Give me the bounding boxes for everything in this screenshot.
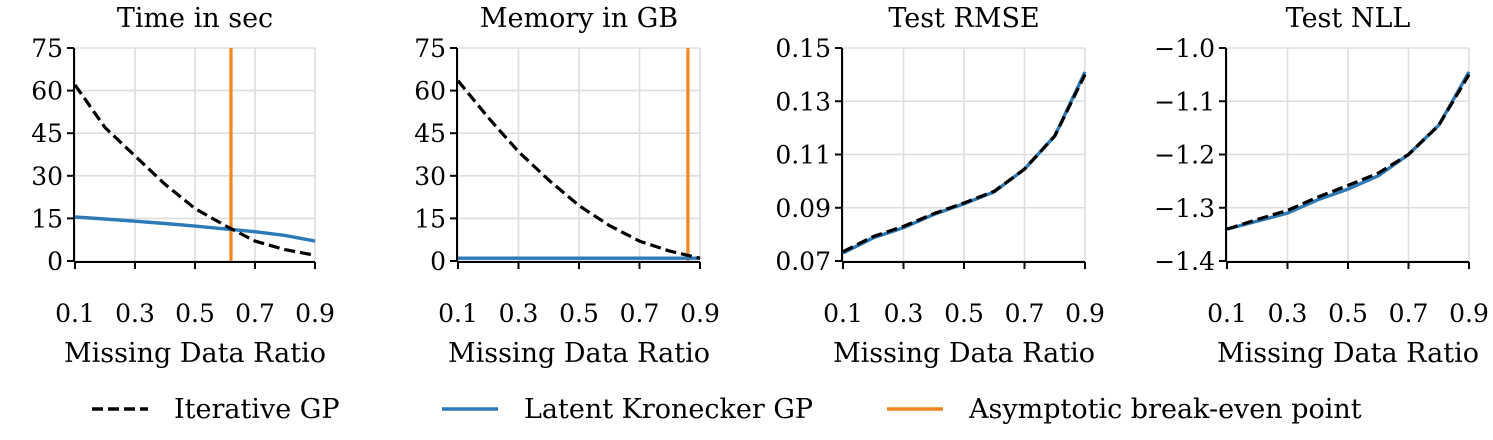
y-tick-label: 30 <box>31 162 63 191</box>
x-tick-label: 0.5 <box>559 299 599 328</box>
legend-item-kronecker: Latent Kronecker GP <box>442 394 813 425</box>
panel-title: Memory in GB <box>480 3 678 34</box>
y-tick-label: 75 <box>31 34 63 63</box>
legend-label: Iterative GP <box>174 394 340 425</box>
x-tick-label: 0.9 <box>295 299 335 328</box>
series-line-kronecker <box>74 215 316 243</box>
series-line-iterative <box>456 79 701 260</box>
panel-2: 0 15 30 45 60 75 0.1 0.3 0.5 0.7 0.9 Memory in GB Mi… <box>414 3 720 369</box>
x-tick-label: 0.9 <box>1065 299 1105 328</box>
y-tick-label: −1.4 <box>1154 247 1215 276</box>
panel-title: Test NLL <box>1286 3 1411 34</box>
y-tick-label: 45 <box>31 119 63 148</box>
panel-title: Time in sec <box>117 3 273 34</box>
x-axis-label: Missing Data Ratio <box>833 338 1095 369</box>
y-tick-label: −1.0 <box>1154 34 1215 63</box>
y-tick-label: 0.07 <box>775 247 831 276</box>
legend-item-breakeven: Asymptotic break-even point <box>887 394 1362 425</box>
y-tick-label: 0 <box>430 247 446 276</box>
x-axis-label: Missing Data Ratio <box>448 338 710 369</box>
y-tick-label: 0.15 <box>775 34 831 63</box>
panel-4: −1.4 −1.3 −1.2 −1.1 −1.0 0.1 0.3 0.5 0.7 0.9 Test … <box>1154 3 1489 369</box>
y-tick-label: 0.11 <box>775 141 831 170</box>
series-line-iterative <box>842 73 1087 254</box>
x-tick-label: 0.7 <box>235 299 275 328</box>
y-tick-label: −1.1 <box>1154 87 1215 116</box>
x-tick-label: 0.5 <box>1328 299 1368 328</box>
x-tick-label: 0.7 <box>620 299 660 328</box>
x-axis-label: Missing Data Ratio <box>1217 338 1479 369</box>
x-tick-label: 0.9 <box>1449 299 1489 328</box>
chart-panels: 0 15 30 45 60 75 0.1 0.3 0.5 0.7 0.9 Time in sec Mis… <box>31 3 1489 369</box>
y-tick-label: 30 <box>414 162 446 191</box>
y-tick-label: 60 <box>414 77 446 106</box>
panel-title: Test RMSE <box>888 3 1039 34</box>
x-tick-label: 0.7 <box>1389 299 1429 328</box>
y-tick-label: 0.13 <box>775 87 831 116</box>
x-tick-label: 0.3 <box>499 299 539 328</box>
y-tick-label: 75 <box>414 34 446 63</box>
y-tick-label: 15 <box>31 204 63 233</box>
series-line-iterative <box>73 83 316 257</box>
y-tick-label: 60 <box>31 77 63 106</box>
legend: Iterative GP Latent Kronecker GP Asymptoti… <box>92 394 1362 425</box>
x-tick-label: 0.9 <box>680 299 720 328</box>
y-tick-label: 0 <box>47 247 63 276</box>
x-axis-label: Missing Data Ratio <box>64 338 326 369</box>
y-tick-label: 15 <box>414 204 446 233</box>
y-tick-label: 45 <box>414 119 446 148</box>
legend-label: Latent Kronecker GP <box>524 394 813 425</box>
panel-1: 0 15 30 45 60 75 0.1 0.3 0.5 0.7 0.9 Time in sec Mis… <box>31 3 335 369</box>
x-tick-label: 0.1 <box>55 299 95 328</box>
x-tick-label: 0.3 <box>1268 299 1308 328</box>
x-tick-label: 0.5 <box>175 299 215 328</box>
panel-3: 0.07 0.09 0.11 0.13 0.15 0.1 0.3 0.5 0.7 0.9 Test … <box>775 3 1105 369</box>
x-tick-label: 0.1 <box>438 299 478 328</box>
series-line-iterative <box>1226 73 1471 231</box>
x-tick-label: 0.3 <box>115 299 155 328</box>
x-tick-label: 0.3 <box>884 299 924 328</box>
x-tick-label: 0.1 <box>1207 299 1247 328</box>
y-tick-label: 0.09 <box>775 194 831 223</box>
x-tick-label: 0.1 <box>823 299 863 328</box>
y-tick-label: −1.2 <box>1154 141 1215 170</box>
legend-label: Asymptotic break-even point <box>968 394 1362 425</box>
y-tick-label: −1.3 <box>1154 194 1215 223</box>
x-tick-label: 0.7 <box>1005 299 1045 328</box>
x-tick-label: 0.5 <box>944 299 984 328</box>
legend-item-iterative: Iterative GP <box>92 394 340 425</box>
